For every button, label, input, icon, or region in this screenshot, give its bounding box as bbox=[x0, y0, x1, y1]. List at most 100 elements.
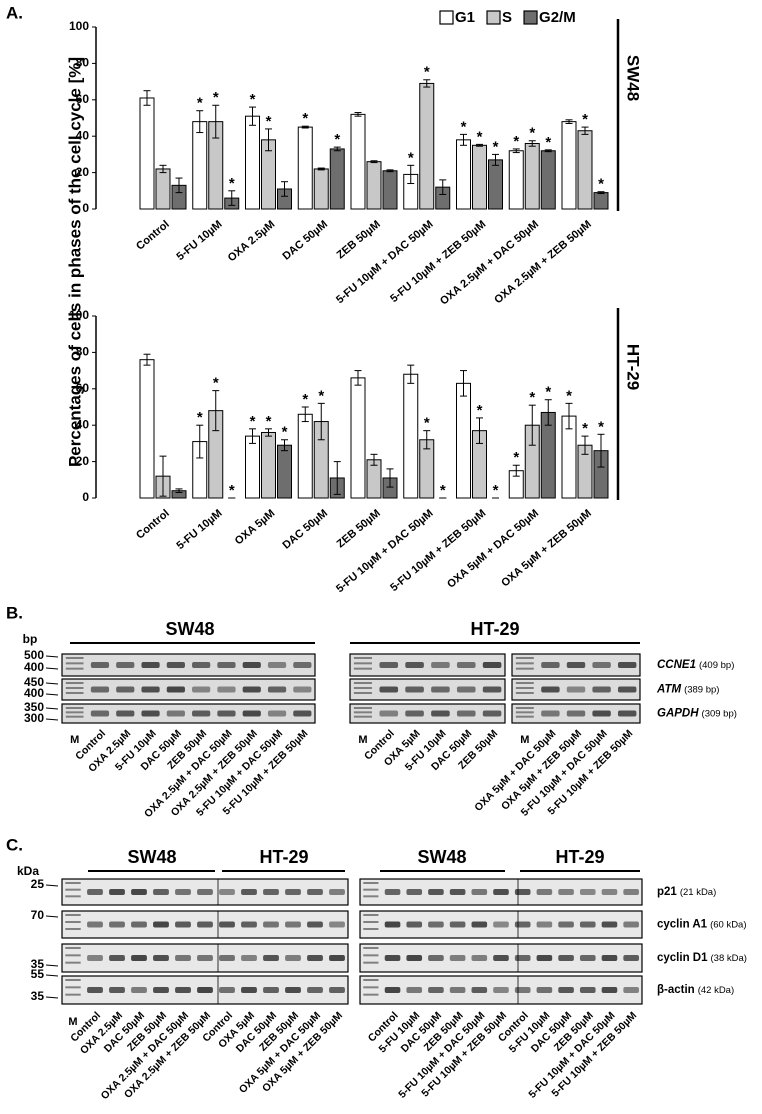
band bbox=[449, 955, 466, 961]
marker-label: 400 bbox=[24, 660, 44, 674]
band bbox=[482, 686, 502, 693]
row-size: (389 bp) bbox=[684, 684, 719, 695]
error-bar bbox=[565, 402, 573, 430]
band bbox=[579, 987, 596, 993]
band bbox=[541, 710, 560, 717]
band bbox=[217, 662, 236, 668]
significance-mark: * bbox=[424, 415, 430, 432]
band bbox=[109, 921, 125, 928]
band bbox=[363, 888, 379, 891]
y-tick-label: 60 bbox=[76, 92, 90, 106]
band bbox=[353, 692, 372, 694]
significance-mark: * bbox=[229, 482, 235, 499]
error-bar bbox=[512, 148, 520, 154]
x-tick-label: OXA 5µM bbox=[233, 507, 278, 547]
band bbox=[353, 707, 372, 709]
band bbox=[363, 979, 379, 981]
band bbox=[493, 955, 509, 961]
band bbox=[536, 955, 553, 961]
row-label: p21 (21 kDa) bbox=[657, 886, 716, 898]
bar bbox=[488, 159, 503, 210]
band bbox=[363, 895, 379, 898]
error-bar bbox=[159, 164, 167, 174]
marker-label: 400 bbox=[24, 686, 44, 700]
error-bar bbox=[265, 428, 272, 437]
bar bbox=[297, 413, 313, 499]
band bbox=[515, 682, 534, 684]
band bbox=[65, 986, 81, 989]
band bbox=[601, 987, 618, 993]
row-label: cyclin D1 (38 kDa) bbox=[657, 952, 747, 964]
row-name: cyclin D1 bbox=[657, 952, 708, 964]
band bbox=[241, 987, 257, 993]
band bbox=[623, 987, 639, 993]
x-tick-label: 5-FU 10µM + ZEB 50µM bbox=[388, 507, 488, 594]
marker-tick bbox=[45, 667, 59, 670]
marker-tick bbox=[45, 996, 59, 999]
band bbox=[566, 686, 586, 693]
marker-tick bbox=[45, 655, 59, 658]
band bbox=[384, 987, 401, 993]
band bbox=[536, 889, 553, 895]
band bbox=[285, 921, 301, 928]
panel-label: B. bbox=[6, 603, 23, 622]
group-label: HT-29 bbox=[470, 619, 519, 639]
marker-tick bbox=[45, 682, 59, 685]
gel-frame bbox=[349, 703, 506, 724]
bar bbox=[508, 150, 524, 210]
x-tick-label: Control bbox=[134, 507, 172, 541]
band bbox=[307, 889, 323, 895]
band bbox=[471, 955, 488, 961]
row-name: β-actin bbox=[657, 984, 695, 996]
significance-mark: * bbox=[408, 149, 414, 166]
band bbox=[219, 987, 235, 993]
error-bar bbox=[581, 126, 589, 135]
row-size: (38 kDa) bbox=[711, 953, 747, 964]
band bbox=[65, 921, 81, 923]
y-tick-label: 40 bbox=[76, 417, 90, 431]
band bbox=[515, 662, 534, 665]
significance-mark: * bbox=[529, 125, 535, 142]
band bbox=[217, 710, 236, 717]
lane-label: M bbox=[520, 734, 529, 746]
band bbox=[131, 889, 147, 895]
band bbox=[558, 987, 574, 993]
band bbox=[379, 662, 399, 668]
bar bbox=[577, 130, 593, 210]
significance-mark: * bbox=[493, 482, 499, 499]
y-tick-label: 80 bbox=[76, 56, 90, 70]
bar bbox=[245, 115, 260, 210]
band bbox=[601, 921, 618, 928]
error-bar bbox=[370, 453, 378, 466]
error-bar bbox=[317, 402, 325, 441]
band bbox=[431, 710, 450, 717]
significance-mark: * bbox=[302, 110, 308, 127]
x-tick-label: 5-FU 10µM bbox=[175, 507, 225, 552]
y-axis-title: Percentages of cells in phases of the ce… bbox=[65, 57, 84, 467]
error-bar bbox=[228, 190, 236, 206]
marker-label: 70 bbox=[31, 908, 45, 922]
group-label: SW48 bbox=[165, 619, 214, 639]
band bbox=[353, 682, 372, 684]
band bbox=[566, 662, 586, 668]
row-size: (409 bp) bbox=[699, 660, 734, 671]
band bbox=[406, 955, 423, 961]
significance-mark: * bbox=[266, 113, 272, 130]
row-label: GAPDH (309 bp) bbox=[657, 708, 737, 720]
significance-mark: * bbox=[477, 402, 483, 419]
marker-tick bbox=[45, 964, 59, 967]
bar bbox=[350, 377, 366, 499]
band bbox=[514, 889, 531, 895]
x-tick-label: OXA 2.5µM bbox=[226, 218, 278, 264]
band bbox=[65, 707, 84, 709]
bar bbox=[277, 444, 292, 499]
panel-label: C. bbox=[6, 835, 23, 854]
lane-label: M bbox=[68, 1016, 77, 1028]
band bbox=[363, 914, 379, 916]
y-tick-label: 100 bbox=[69, 308, 89, 322]
band bbox=[65, 662, 84, 665]
band bbox=[514, 921, 531, 928]
row-name: GAPDH bbox=[657, 708, 699, 720]
significance-mark: * bbox=[461, 118, 467, 135]
band bbox=[197, 921, 213, 928]
